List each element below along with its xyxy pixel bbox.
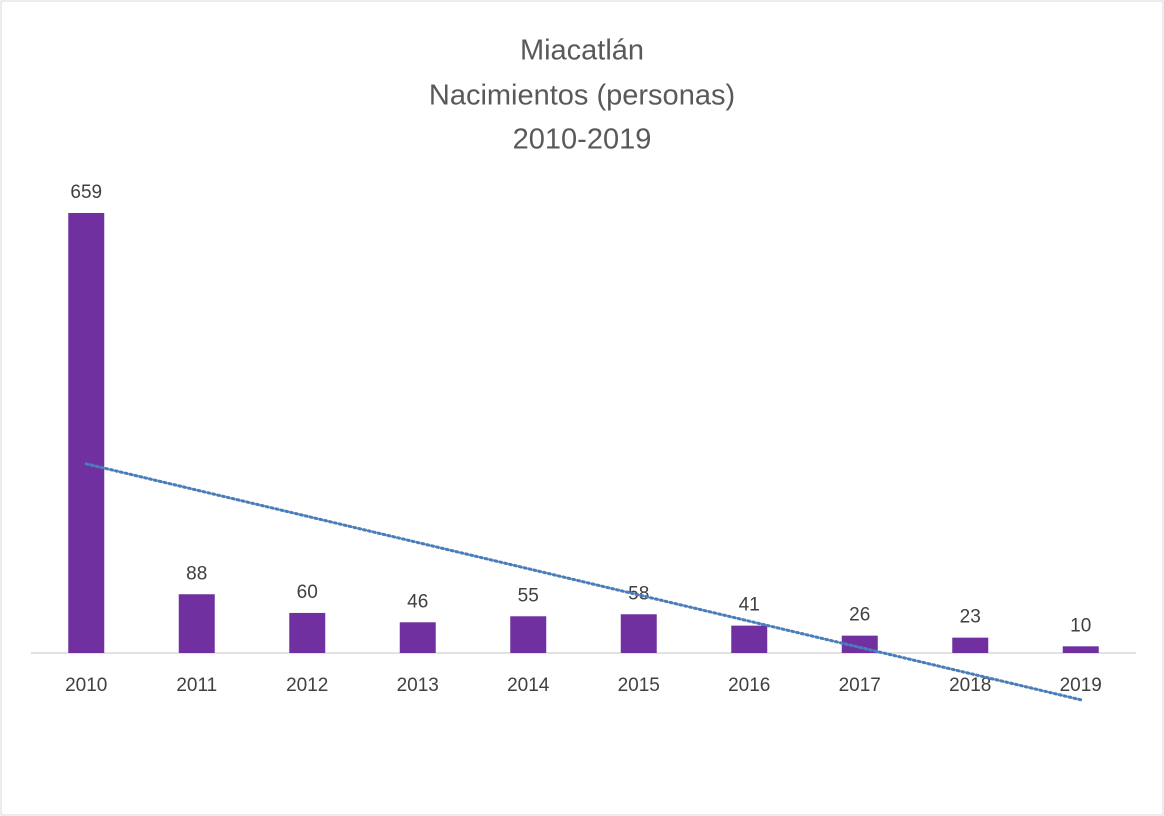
x-tick-label: 2018 xyxy=(949,675,991,696)
bar xyxy=(620,614,657,653)
x-tick-label: 2016 xyxy=(728,675,770,696)
chart-title: 2010-2019 xyxy=(513,124,652,156)
x-tick-label: 2010 xyxy=(65,675,107,696)
value-label: 23 xyxy=(960,607,981,628)
trendline xyxy=(84,462,1083,702)
x-tick-label: 2019 xyxy=(1060,675,1102,696)
value-label: 55 xyxy=(518,585,539,606)
chart-title: Nacimientos (personas) xyxy=(429,80,735,112)
x-tick-label: 2017 xyxy=(839,675,881,696)
x-tick-label: 2015 xyxy=(618,675,660,696)
value-label: 10 xyxy=(1070,615,1091,636)
bar xyxy=(178,594,215,653)
chart-title: Miacatlán xyxy=(520,35,644,67)
bar xyxy=(952,637,989,653)
bar xyxy=(1062,646,1099,653)
bar xyxy=(731,625,768,653)
x-tick-label: 2012 xyxy=(286,675,328,696)
value-label: 46 xyxy=(407,591,428,612)
value-label: 26 xyxy=(849,605,870,626)
bar xyxy=(510,616,547,653)
bar xyxy=(399,622,436,653)
value-label: 88 xyxy=(186,563,207,584)
value-label: 60 xyxy=(297,582,318,603)
value-label: 659 xyxy=(70,182,102,203)
x-tick-label: 2013 xyxy=(397,675,439,696)
value-label: 41 xyxy=(739,595,760,616)
bar xyxy=(289,612,326,653)
bar xyxy=(68,213,105,653)
x-tick-label: 2014 xyxy=(507,675,550,696)
x-tick-label: 2011 xyxy=(176,675,217,696)
